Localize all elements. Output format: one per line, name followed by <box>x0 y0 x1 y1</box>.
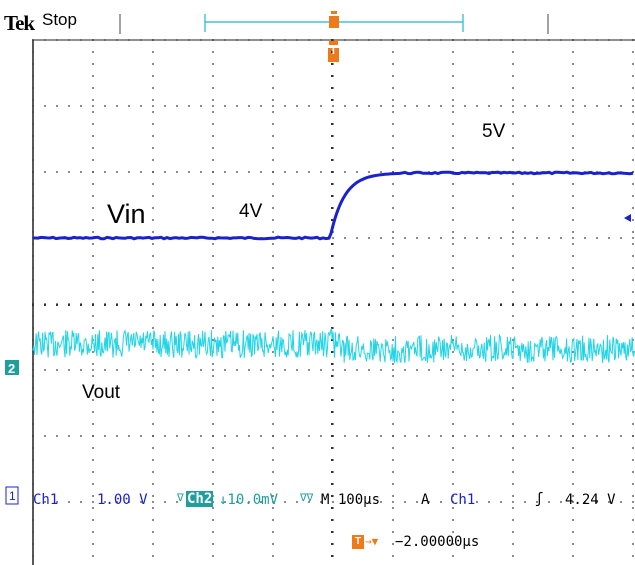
brand-label: Tek <box>4 11 35 35</box>
trigger-position-marker <box>328 40 339 62</box>
ch2-marker-box <box>5 360 19 375</box>
ch2-bw-prefix-icon: ∇ <box>177 491 184 504</box>
top-tick-marks <box>119 14 549 34</box>
ch1-level-arrow-icon <box>624 214 631 222</box>
ch2-marker-label: 2 <box>8 361 15 376</box>
trigger-arrow-icon: →▼ <box>365 535 379 548</box>
horizontal-position-value: −2.00000µs <box>395 534 480 550</box>
graticule-grid <box>32 39 634 557</box>
trigger-level: 4.24 V <box>565 492 616 508</box>
vout-label: Vout <box>82 382 121 403</box>
trigger-position-marker-top <box>329 11 339 28</box>
vin-high-level-label: 5V <box>482 121 506 142</box>
ch1-marker-box <box>5 486 19 505</box>
ch2-scale: ↓10.0mV <box>219 492 279 508</box>
ch1-name: Ch1 <box>33 492 59 508</box>
ch2-bw-suffix-icon: ∇∇ <box>300 491 314 504</box>
trigger-source: Ch1 <box>450 492 476 508</box>
trigger-position-glyph: T <box>330 45 337 57</box>
acquisition-status: Stop <box>42 10 77 29</box>
trigger-mode: A <box>421 492 430 508</box>
ch1-vin-waveform <box>33 170 634 241</box>
vin-low-level-label: 4V <box>239 201 263 222</box>
ch1-scale: 1.00 V <box>97 492 148 508</box>
trigger-slope-icon: ʃ <box>535 491 544 507</box>
ch2-vout-waveform <box>32 328 635 364</box>
vin-label: Vin <box>107 199 146 229</box>
timebase-readout: M 100µs <box>321 492 381 508</box>
ch2-name: Ch2 <box>186 491 214 507</box>
ch1-marker-label: 1 <box>9 489 16 503</box>
trigger-glyph-box: T <box>352 535 364 549</box>
